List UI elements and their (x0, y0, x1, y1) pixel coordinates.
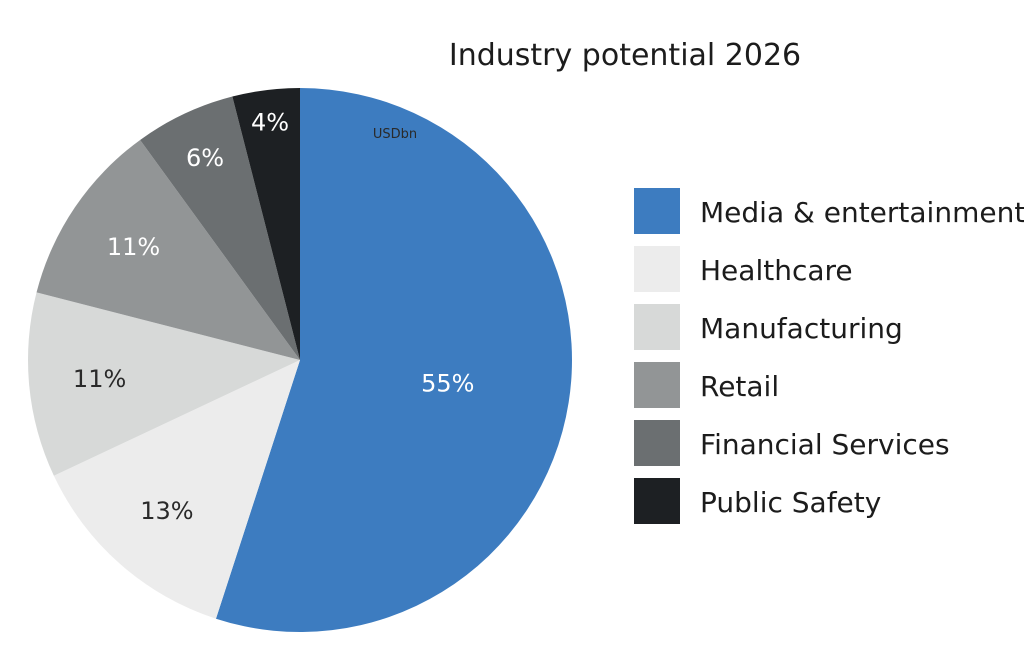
slice-label-media-entertainment: 55% (421, 369, 474, 397)
legend-swatch-media-entertainment (634, 188, 680, 234)
slice-label-financial-services: 6% (186, 144, 224, 172)
chart-title: Industry potential 2026 (449, 38, 801, 73)
slice-label-public-safety: 4% (251, 109, 289, 137)
pie-slice-media-entertainment (215, 88, 572, 633)
legend-swatch-manufacturing (634, 304, 680, 350)
legend-label-healthcare: Healthcare (700, 254, 853, 287)
legend: Media & entertainment Healthcare Manufactu… (634, 188, 1024, 524)
pie-slice-financial-services (140, 96, 300, 361)
slice-label-manufacturing: 11% (73, 365, 126, 393)
legend-swatch-public-safety (634, 478, 680, 524)
legend-label-retail: Retail (700, 370, 779, 403)
unit-label: USDbn (373, 127, 417, 142)
pie-slice-public-safety (232, 88, 300, 360)
slice-label-retail: 11% (107, 233, 160, 261)
slice-label-healthcare: 13% (140, 497, 193, 525)
legend-swatch-healthcare (634, 246, 680, 292)
pie-slice-retail (36, 139, 301, 360)
pie-slice-labels: 55% 13% 11% 11% 6% 4% (73, 109, 475, 526)
legend-label-manufacturing: Manufacturing (700, 312, 903, 345)
pie-slice-healthcare (53, 360, 300, 619)
legend-label-financial-services: Financial Services (700, 428, 950, 461)
pie-slice-manufacturing (28, 292, 301, 476)
legend-swatch-retail (634, 362, 680, 408)
pie-slices (28, 88, 572, 633)
legend-label-public-safety: Public Safety (700, 486, 881, 519)
legend-swatch-financial-services (634, 420, 680, 466)
legend-label-media-entertainment: Media & entertainment (700, 196, 1024, 229)
